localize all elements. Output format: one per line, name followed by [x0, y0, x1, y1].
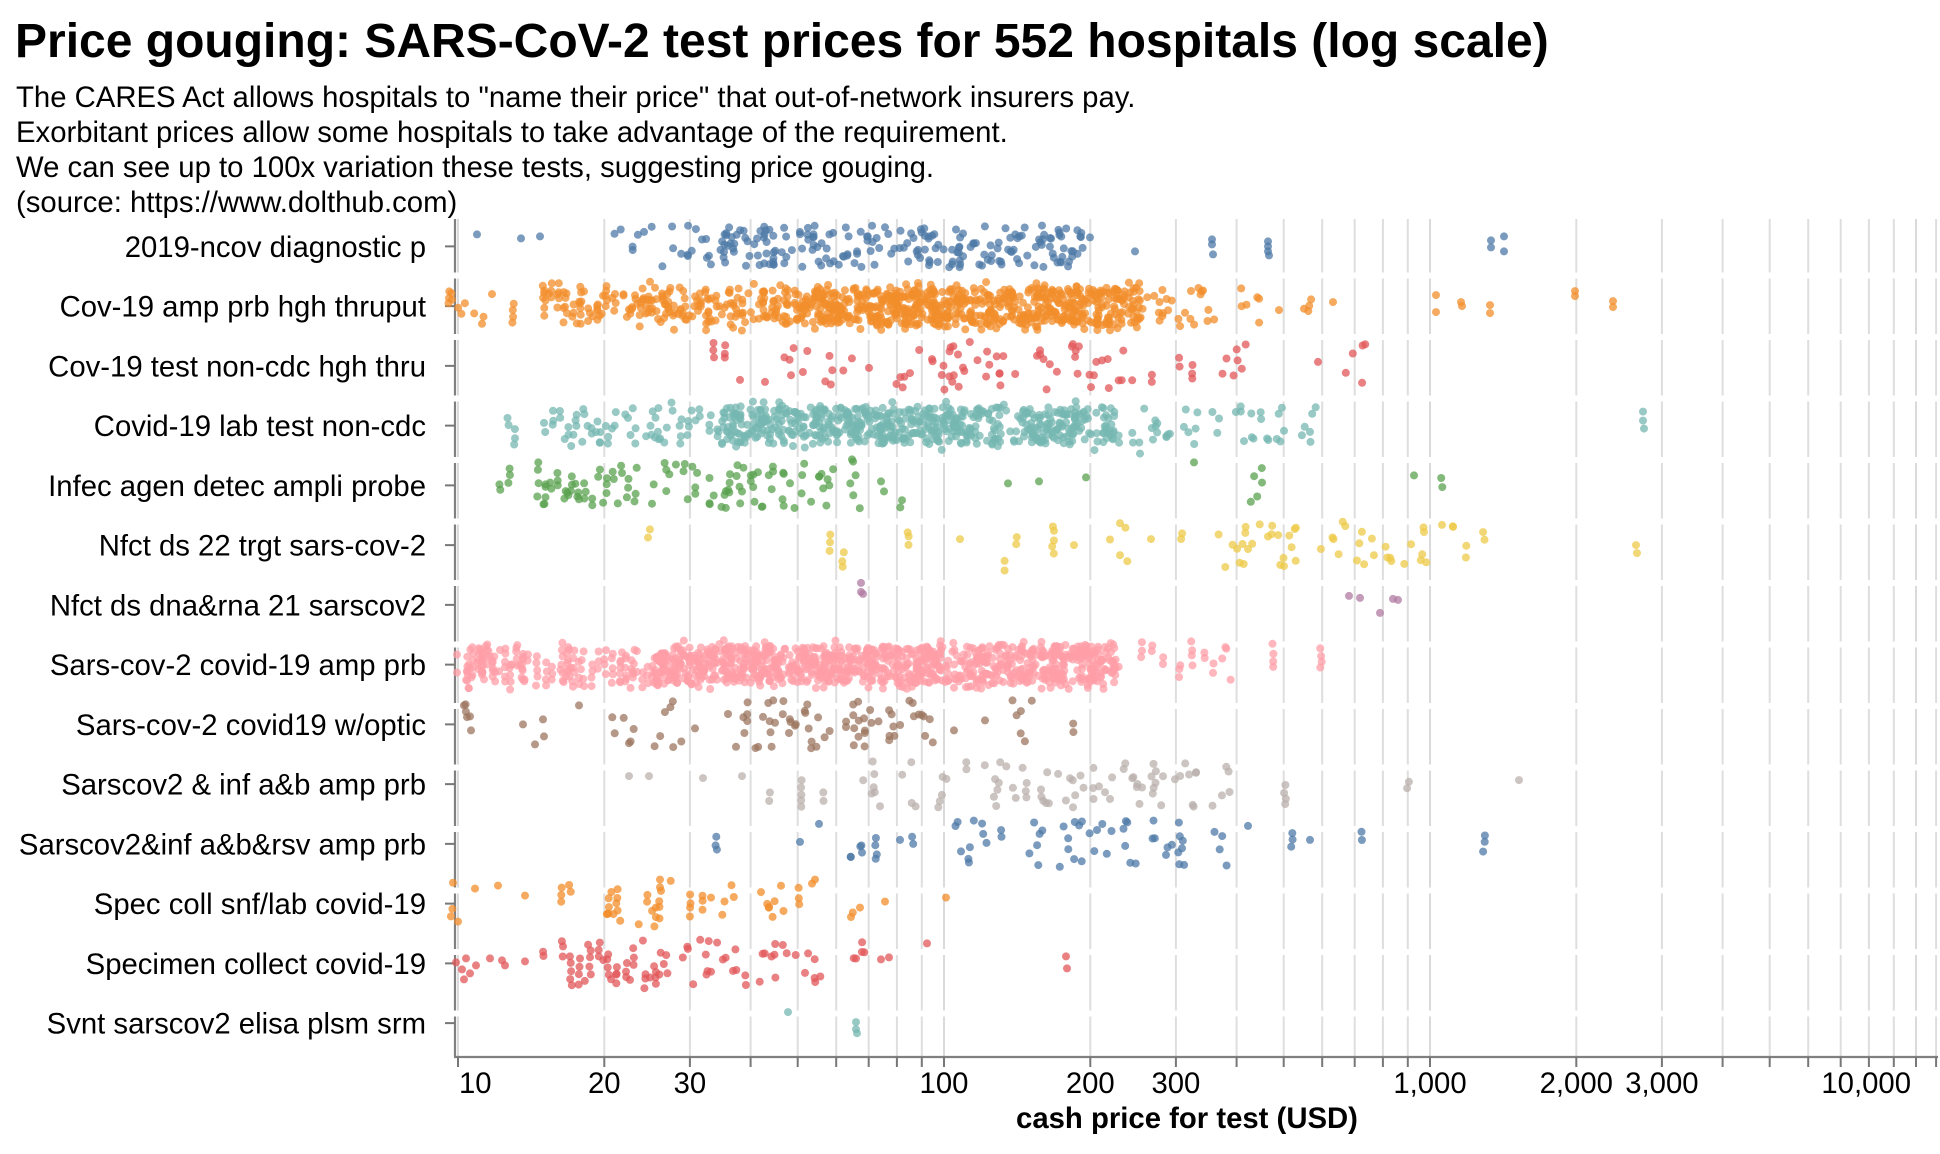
svg-text:cash price for test (USD): cash price for test (USD): [1016, 1102, 1358, 1135]
svg-text:3,000: 3,000: [1625, 1067, 1698, 1100]
svg-text:100: 100: [920, 1067, 969, 1100]
svg-text:20: 20: [588, 1067, 621, 1100]
svg-text:Svnt sarscov2 elisa plsm srm: Svnt sarscov2 elisa plsm srm: [47, 1008, 426, 1041]
svg-text:Spec coll snf/lab covid-19: Spec coll snf/lab covid-19: [94, 888, 426, 921]
svg-text:Sarscov2&inf a&b&rsv amp prb: Sarscov2&inf a&b&rsv amp prb: [19, 828, 426, 861]
svg-text:Cov-19 test non-cdc hgh thru: Cov-19 test non-cdc hgh thru: [48, 350, 426, 383]
svg-text:30: 30: [674, 1067, 707, 1100]
svg-text:Sars-cov-2 covid19 w/optic: Sars-cov-2 covid19 w/optic: [76, 709, 426, 742]
svg-text:2,000: 2,000: [1540, 1067, 1613, 1100]
svg-text:10: 10: [459, 1067, 492, 1100]
svg-text:We can see up to 100x variatio: We can see up to 100x variation these te…: [16, 151, 934, 184]
svg-text:200: 200: [1066, 1067, 1115, 1100]
svg-text:Exorbitant prices allow some h: Exorbitant prices allow some hospitals t…: [16, 116, 1008, 149]
svg-text:10,000: 10,000: [1821, 1067, 1911, 1100]
svg-text:(source: https://www.dolthub.c: (source: https://www.dolthub.com): [16, 186, 457, 219]
svg-text:Covid-19 lab test non-cdc: Covid-19 lab test non-cdc: [94, 410, 426, 443]
svg-text:Nfct ds dna&rna 21 sarscov2: Nfct ds dna&rna 21 sarscov2: [50, 589, 426, 622]
svg-text:300: 300: [1151, 1067, 1200, 1100]
svg-text:Nfct ds 22 trgt sars-cov-2: Nfct ds 22 trgt sars-cov-2: [99, 530, 426, 563]
svg-text:Cov-19 amp prb hgh thruput: Cov-19 amp prb hgh thruput: [60, 291, 426, 324]
svg-text:Specimen collect covid-19: Specimen collect covid-19: [86, 948, 426, 981]
svg-text:1,000: 1,000: [1393, 1067, 1466, 1100]
svg-text:Sars-cov-2 covid-19 amp prb: Sars-cov-2 covid-19 amp prb: [50, 649, 426, 682]
svg-text:The CARES Act allows hospitals: The CARES Act allows hospitals to "name …: [16, 81, 1135, 114]
svg-text:Infec agen detec ampli probe: Infec agen detec ampli probe: [48, 470, 426, 503]
svg-text:Sarscov2 & inf a&b amp prb: Sarscov2 & inf a&b amp prb: [61, 769, 426, 802]
svg-text:Price gouging: SARS-CoV-2 test: Price gouging: SARS-CoV-2 test prices fo…: [15, 15, 1549, 68]
svg-text:2019-ncov diagnostic p: 2019-ncov diagnostic p: [125, 231, 426, 264]
